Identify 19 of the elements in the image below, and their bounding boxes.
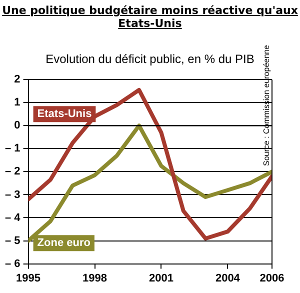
y-tick-label: – 4 xyxy=(4,212,22,224)
y-tick-label: – 3 xyxy=(4,188,20,201)
chart-subtitle: Evolution du déficit public, en % du PIB xyxy=(46,52,254,66)
x-tick-label: 2001 xyxy=(148,272,174,284)
x-tick-label: 1995 xyxy=(16,272,41,284)
x-tick-label: 2004 xyxy=(215,272,241,284)
y-tick-label: 1 xyxy=(14,96,20,109)
y-tick-label: – 5 xyxy=(4,234,20,247)
y-tick-label: – 2 xyxy=(4,166,20,178)
series-label: Zone euro xyxy=(37,237,91,250)
y-tick-label: – 1 xyxy=(4,142,20,155)
series-label: Etats-Unis xyxy=(37,108,92,120)
chart-title: Une politique budgétaire moins réactive qu'aux Etats-Unis xyxy=(1,4,299,30)
y-tick-label: 2 xyxy=(14,74,20,86)
x-tick-label: 2006 xyxy=(260,272,284,284)
annotation: Source : Commission européenne xyxy=(262,45,271,166)
y-tick-label: – 6 xyxy=(4,258,20,270)
x-tick-label: 1998 xyxy=(82,272,107,284)
y-tick-label: 0 xyxy=(14,120,20,132)
